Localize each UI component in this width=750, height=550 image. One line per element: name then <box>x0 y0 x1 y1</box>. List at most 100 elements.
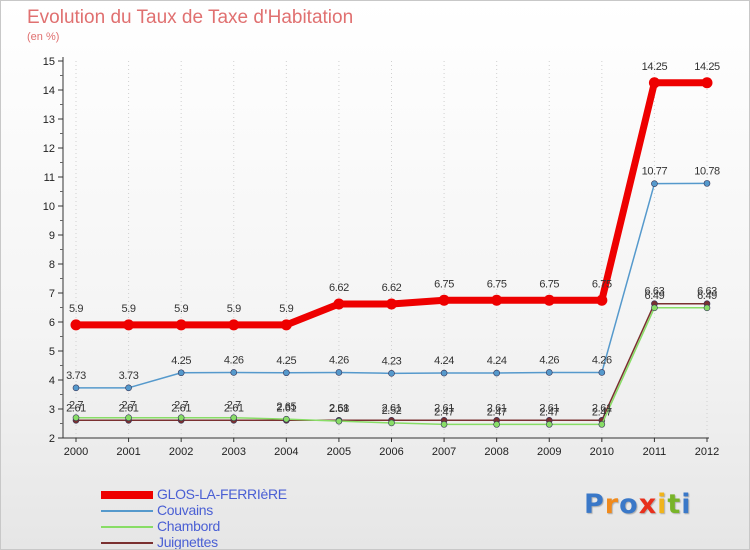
data-point <box>598 369 606 376</box>
x-tick-label: 2011 <box>643 446 667 458</box>
x-tick-label: 2009 <box>537 446 561 458</box>
data-label: 2.61 <box>119 402 139 414</box>
data-label: 14.25 <box>642 61 668 73</box>
data-label: 2.47 <box>592 406 612 418</box>
logo-letter: x <box>638 489 658 520</box>
data-point <box>703 304 711 312</box>
data-label: 6.75 <box>539 278 559 290</box>
data-label: 5.9 <box>69 303 83 315</box>
data-point <box>230 369 238 376</box>
logo-letter: o <box>619 489 639 520</box>
data-label: 2.65 <box>276 401 296 413</box>
data-label: 5.9 <box>174 303 188 315</box>
data-point <box>388 419 395 427</box>
data-label: 2.58 <box>329 403 349 415</box>
data-label: 2.61 <box>329 402 349 414</box>
data-point <box>386 298 397 310</box>
data-label: 2.47 <box>434 406 454 418</box>
data-label: 2.7 <box>122 400 136 412</box>
legend-swatch <box>101 491 153 499</box>
data-point <box>545 369 553 376</box>
data-label: 2.61 <box>434 402 454 414</box>
x-tick-label: 2010 <box>590 446 614 458</box>
data-label: 14.25 <box>694 61 720 73</box>
data-label: 2.7 <box>227 400 241 412</box>
legend-swatch <box>101 526 153 528</box>
data-label: 2.61 <box>539 402 559 414</box>
data-point <box>333 298 345 310</box>
x-tick-label: 2008 <box>484 446 508 458</box>
y-tick-label: 14 <box>43 85 55 97</box>
data-point <box>228 319 240 331</box>
y-tick-label: 4 <box>49 375 55 387</box>
legend-swatch <box>101 510 153 512</box>
y-tick-label: 15 <box>43 56 55 68</box>
data-label: 3.73 <box>66 370 86 382</box>
data-label: 4.26 <box>224 354 244 366</box>
x-tick-label: 2004 <box>274 446 298 458</box>
data-point <box>125 414 132 422</box>
legend-label: GLOS-LA-FERRIèRE <box>157 486 287 502</box>
data-point <box>648 77 660 89</box>
data-point <box>651 180 658 187</box>
x-tick-label: 2007 <box>432 446 456 458</box>
data-point <box>70 319 82 331</box>
y-tick-label: 12 <box>43 143 55 155</box>
data-label: 6.75 <box>592 278 612 290</box>
logo-letter: r <box>604 489 620 520</box>
legend-swatch <box>101 542 153 544</box>
proxiti-logo: Proxiti <box>584 489 692 520</box>
x-tick-label: 2002 <box>169 446 193 458</box>
y-tick-label: 5 <box>49 346 55 358</box>
data-point <box>283 415 290 423</box>
data-label: 2.61 <box>592 402 612 414</box>
data-label: 5.9 <box>122 303 136 315</box>
data-label: 4.24 <box>487 355 507 367</box>
data-point <box>440 369 448 377</box>
logo-letter: i <box>657 489 668 520</box>
data-point <box>177 414 185 422</box>
data-label: 4.26 <box>592 354 612 366</box>
data-label: 4.23 <box>382 355 402 367</box>
data-label: 3.73 <box>119 370 139 382</box>
data-point <box>283 369 290 377</box>
data-label: 6.75 <box>487 278 507 290</box>
data-label: 2.61 <box>66 402 86 414</box>
data-label: 10.78 <box>694 165 720 177</box>
data-label: 5.9 <box>227 303 241 315</box>
data-label: 2.61 <box>487 402 507 414</box>
data-label: 6.62 <box>329 282 349 294</box>
data-point <box>701 77 713 89</box>
data-label: 2.61 <box>276 402 296 414</box>
data-point <box>438 294 450 306</box>
data-point <box>177 369 185 377</box>
data-point <box>703 180 711 187</box>
y-tick-label: 8 <box>49 259 55 271</box>
data-label: 2.61 <box>171 402 191 414</box>
data-label: 10.77 <box>642 166 668 178</box>
data-point <box>388 370 395 377</box>
data-label: 2.47 <box>487 406 507 418</box>
chart-title: Evolution du Taux de Taxe d'Habitation <box>27 7 354 28</box>
logo-letter: P <box>584 489 605 520</box>
data-label: 5.9 <box>279 303 293 315</box>
y-tick-label: 7 <box>49 288 55 300</box>
data-label: 6.49 <box>697 290 717 302</box>
data-point <box>230 414 238 422</box>
data-label: 2.47 <box>539 406 559 418</box>
data-label: 4.25 <box>171 355 191 367</box>
y-tick-label: 9 <box>49 230 55 242</box>
logo-letter: t <box>667 489 682 520</box>
data-point <box>598 421 606 428</box>
data-label: 4.24 <box>434 355 454 367</box>
x-tick-label: 2000 <box>64 446 88 458</box>
data-label: 2.7 <box>174 400 188 412</box>
x-tick-label: 2012 <box>695 446 719 458</box>
data-label: 2.61 <box>382 402 402 414</box>
data-label: 2.61 <box>224 402 244 414</box>
data-point <box>493 421 500 428</box>
data-point <box>125 384 132 392</box>
data-label: 4.25 <box>276 355 296 367</box>
data-point <box>175 319 187 331</box>
y-tick-label: 3 <box>49 404 55 416</box>
